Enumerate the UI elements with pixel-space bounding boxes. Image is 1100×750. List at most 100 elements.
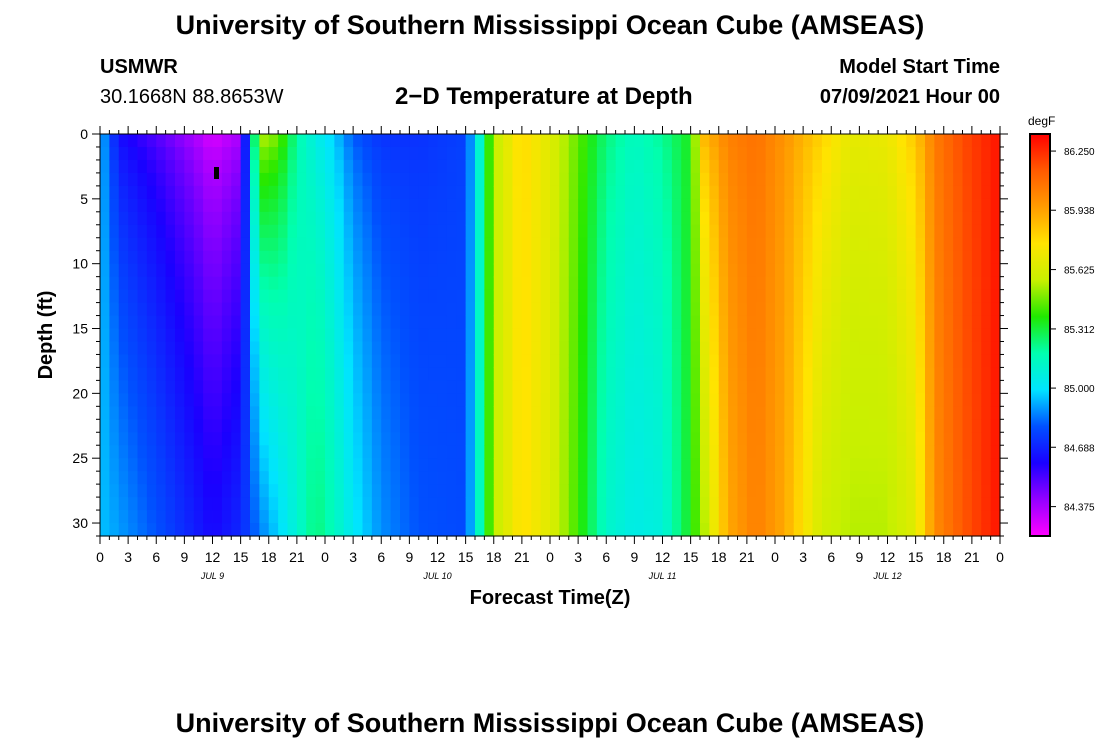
y-tick-label: 20 — [72, 385, 88, 401]
heatmap-cell — [221, 315, 232, 330]
heatmap-cell — [184, 315, 195, 330]
heatmap-cell — [962, 445, 973, 459]
heatmap-cell — [812, 393, 823, 407]
heatmap-cell — [278, 302, 289, 317]
heatmap-cell — [559, 380, 570, 394]
heatmap-cell — [296, 523, 307, 537]
heatmap-cell — [568, 510, 579, 524]
heatmap-cell — [212, 380, 223, 394]
heatmap-cell — [896, 380, 907, 394]
heatmap-cell — [915, 250, 926, 265]
heatmap-cell — [859, 341, 870, 356]
heatmap-cell — [109, 510, 120, 524]
heatmap-cell — [765, 134, 776, 148]
heatmap-cell — [512, 354, 523, 369]
heatmap-cell — [906, 250, 917, 265]
heatmap-cell — [662, 419, 673, 433]
heatmap-cell — [146, 134, 157, 148]
heatmap-cell — [165, 367, 176, 381]
heatmap-cell — [550, 289, 560, 304]
heatmap-cell — [550, 341, 560, 356]
heatmap-cell — [756, 354, 767, 369]
heatmap-cell — [728, 276, 739, 291]
heatmap-cell — [268, 289, 279, 304]
heatmap-cell — [278, 315, 289, 330]
heatmap-cell — [371, 341, 382, 356]
heatmap-cell — [550, 185, 560, 200]
heatmap-cell — [343, 328, 354, 343]
heatmap-cell — [896, 510, 907, 524]
heatmap-cell — [596, 198, 607, 213]
heatmap-cell — [137, 146, 148, 161]
heatmap-cell — [109, 523, 120, 537]
heatmap-cell — [493, 432, 504, 446]
heatmap-cell — [203, 432, 214, 446]
heatmap-cell — [334, 289, 345, 304]
heatmap-cell — [915, 380, 926, 394]
heatmap-cell — [859, 159, 870, 174]
heatmap-cell — [278, 263, 289, 278]
heatmap-cell — [390, 198, 401, 213]
heatmap-cell — [400, 445, 410, 459]
x-tick-label: 3 — [124, 549, 132, 565]
heatmap-cell — [250, 445, 260, 459]
heatmap-cell — [690, 354, 701, 369]
x-tick-label: 0 — [96, 549, 104, 565]
heatmap-cell — [793, 419, 804, 433]
heatmap-cell — [137, 134, 148, 148]
heatmap-cell — [540, 250, 551, 265]
heatmap-cell — [550, 328, 560, 343]
heatmap-cell — [906, 224, 917, 239]
heatmap-cell — [212, 419, 223, 433]
heatmap-cell — [334, 159, 345, 174]
heatmap-cell — [559, 484, 570, 498]
heatmap-cell — [278, 289, 289, 304]
heatmap-cell — [343, 432, 354, 446]
heatmap-cell — [737, 471, 748, 485]
heatmap-cell — [906, 354, 917, 369]
heatmap-cell — [990, 445, 1001, 459]
heatmap-cell — [325, 159, 335, 174]
heatmap-cell — [315, 367, 326, 381]
heatmap-cell — [775, 159, 785, 174]
heatmap-cell — [306, 302, 317, 317]
heatmap-cell — [362, 146, 373, 161]
heatmap-cell — [850, 185, 860, 200]
heatmap-cell — [146, 484, 157, 498]
heatmap-cell — [737, 172, 748, 187]
heatmap-cell — [540, 211, 551, 226]
heatmap-cell — [943, 289, 954, 304]
day-label: JUL 12 — [872, 571, 901, 581]
heatmap-cell — [512, 237, 523, 252]
heatmap-cell — [465, 354, 476, 369]
heatmap-cell — [925, 134, 935, 148]
heatmap-cell — [503, 341, 514, 356]
heatmap-cell — [446, 134, 457, 148]
heatmap-cell — [165, 419, 176, 433]
heatmap-cell — [250, 250, 260, 265]
heatmap-cell — [812, 211, 823, 226]
heatmap-cell — [700, 289, 710, 304]
heatmap-cell — [831, 419, 842, 433]
heatmap-cell — [868, 224, 879, 239]
heatmap-cell — [962, 159, 973, 174]
heatmap-cell — [184, 484, 195, 498]
heatmap-cell — [362, 341, 373, 356]
heatmap-cell — [559, 432, 570, 446]
heatmap-cell — [662, 523, 673, 537]
heatmap-cell — [662, 458, 673, 472]
heatmap-cell — [915, 224, 926, 239]
heatmap-cell — [737, 523, 748, 537]
heatmap-cell — [456, 302, 467, 317]
heatmap-cell — [325, 510, 335, 524]
heatmap-cell — [765, 146, 776, 161]
heatmap-cell — [540, 302, 551, 317]
heatmap-cell — [203, 328, 214, 343]
heatmap-cell — [578, 198, 589, 213]
heatmap-cell — [128, 237, 139, 252]
heatmap-cell — [840, 445, 851, 459]
heatmap-cell — [662, 302, 673, 317]
heatmap-cell — [437, 484, 448, 498]
heatmap-cell — [128, 146, 139, 161]
